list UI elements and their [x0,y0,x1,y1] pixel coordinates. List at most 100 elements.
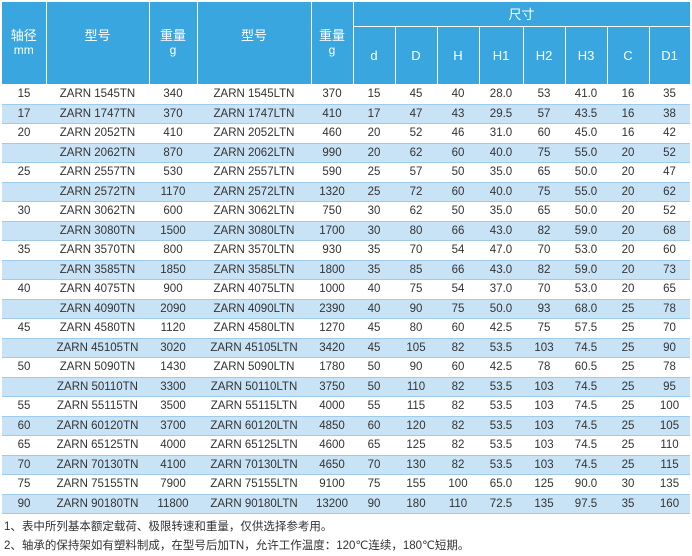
cell-dim-H2: 135 [523,494,565,514]
cell-shaft: 90 [2,494,46,514]
cell-weight-tn: 3500 [149,396,197,417]
cell-model-tn: ZARN 2062TN [46,143,149,163]
cell-model-ltn: ZARN 4090LTN [197,299,311,319]
cell-weight-ltn: 930 [311,240,353,261]
cell-dim-H1: 53.5 [479,377,523,397]
header-dim-H2: H2 [523,26,566,85]
cell-shaft: 25 [2,162,46,183]
cell-dim-D1: 42 [649,123,691,144]
cell-weight-tn: 2090 [149,299,197,319]
cell-weight-ltn: 2390 [311,299,353,319]
cell-model-ltn: ZARN 65125LTN [197,435,311,456]
cell-dim-d: 75 [353,474,395,495]
table-row: 35 ZARN 3570TN 800 ZARN 3570LTN 930 35 70 54 47.… [2,240,691,261]
cell-dim-H2: 125 [523,474,565,495]
cell-dim-H3: 74.5 [565,396,607,417]
cell-weight-tn: 530 [149,162,197,183]
cell-dim-d: 35 [353,240,395,261]
cell-model-ltn: ZARN 45105LTN [197,338,311,358]
cell-dim-D: 115 [395,396,437,417]
cell-dim-H1: 31.0 [479,123,523,144]
cell-dim-H3: 50.0 [565,162,607,183]
cell-model-tn: ZARN 70130TN [46,455,149,475]
cell-dim-H: 50 [437,162,479,183]
cell-dim-D: 120 [395,416,437,436]
header-model-2-label: 型号 [240,28,267,43]
cell-dim-D1: 100 [649,396,691,417]
cell-dim-D1: 65 [649,279,691,300]
cell-dim-C: 25 [607,435,649,456]
cell-weight-ltn: 460 [311,123,353,144]
cell-dim-D1: 35 [649,84,691,105]
cell-dim-D1: 90 [649,338,691,358]
cell-dim-H: 54 [437,279,479,300]
table-row: 70 ZARN 70130TN 4100 ZARN 70130LTN 4650 70 130… [2,455,691,475]
cell-dim-H: 66 [437,260,479,280]
cell-dim-H2: 70 [523,279,565,300]
cell-weight-tn: 7900 [149,474,197,495]
cell-dim-D: 180 [395,494,437,514]
table-row: 60 ZARN 60120TN 3700 ZARN 60120LTN 4850 60 120… [2,416,691,436]
cell-weight-ltn: 3420 [311,338,353,358]
header-dim-d: d [353,26,396,85]
cell-dim-C: 20 [607,240,649,261]
cell-shaft: 17 [2,104,46,124]
cell-dim-H1: 72.5 [479,494,523,514]
cell-dim-H3: 41.0 [565,84,607,105]
table-row: 50 ZARN 5090TN 1430 ZARN 5090LTN 1780 50 90 60 4… [2,357,691,378]
header-weight-2-label: 重量 [318,28,345,43]
cell-dim-d: 50 [353,377,395,397]
cell-dim-H2: 93 [523,299,565,319]
cell-dim-D: 45 [395,84,437,105]
notes: 1、表中所列基本额定载荷、极限转速和重量，仅供选择参考用。 2、轴承的保持架如有… [4,518,692,556]
cell-shaft [2,143,46,163]
cell-weight-tn: 1850 [149,260,197,280]
cell-dim-H3: 57.5 [565,318,607,339]
cell-dim-H: 60 [437,318,479,339]
header-dim-D1: D1 [649,26,691,85]
cell-dim-d: 25 [353,162,395,183]
table-row: 45 ZARN 4580TN 1120 ZARN 4580LTN 1270 45 80 60 4… [2,318,691,339]
cell-dim-H3: 53.0 [565,240,607,261]
cell-dim-d: 40 [353,279,395,300]
cell-weight-tn: 870 [149,143,197,163]
cell-weight-ltn: 1320 [311,182,353,202]
cell-model-ltn: ZARN 55115LTN [197,396,311,417]
table-row: 65 ZARN 65125TN 4000 ZARN 65125LTN 4600 65 125… [2,435,691,456]
table-row: ZARN 3080TN 1500 ZARN 3080LTN 1700 30 80 66 43.… [2,221,691,241]
cell-dim-d: 40 [353,299,395,319]
cell-dim-D1: 135 [649,474,691,495]
cell-weight-tn: 3300 [149,377,197,397]
cell-shaft [2,377,46,397]
cell-model-ltn: ZARN 60120LTN [197,416,311,436]
cell-dim-C: 16 [607,104,649,124]
cell-dim-H2: 82 [523,260,565,280]
table-row: 90 ZARN 90180TN 11800 ZARN 90180LTN 13200 90 1… [2,494,691,514]
cell-dim-H2: 70 [523,240,565,261]
cell-dim-H3: 74.5 [565,435,607,456]
cell-dim-H2: 103 [523,338,565,358]
table-row: 75 ZARN 75155TN 7900 ZARN 75155LTN 9100 75 155… [2,474,691,495]
cell-dim-H1: 35.0 [479,201,523,222]
cell-dim-H3: 55.0 [565,182,607,202]
cell-model-tn: ZARN 3062TN [46,201,149,222]
cell-weight-ltn: 1780 [311,357,353,378]
cell-weight-tn: 410 [149,123,197,144]
cell-weight-ltn: 410 [311,104,353,124]
cell-dim-C: 30 [607,474,649,495]
cell-model-tn: ZARN 75155TN [46,474,149,495]
cell-dim-H1: 53.5 [479,416,523,436]
cell-shaft: 35 [2,240,46,261]
cell-dim-H: 110 [437,494,479,514]
cell-dim-H3: 55.0 [565,143,607,163]
cell-dim-C: 25 [607,377,649,397]
cell-dim-H: 50 [437,201,479,222]
cell-dim-D1: 52 [649,201,691,222]
cell-dim-H: 43 [437,104,479,124]
cell-dim-H: 82 [437,435,479,456]
cell-dim-C: 20 [607,201,649,222]
cell-dim-d: 25 [353,182,395,202]
cell-weight-ltn: 9100 [311,474,353,495]
cell-shaft: 45 [2,318,46,339]
table-row: 30 ZARN 3062TN 600 ZARN 3062LTN 750 30 62 50 35.… [2,201,691,222]
